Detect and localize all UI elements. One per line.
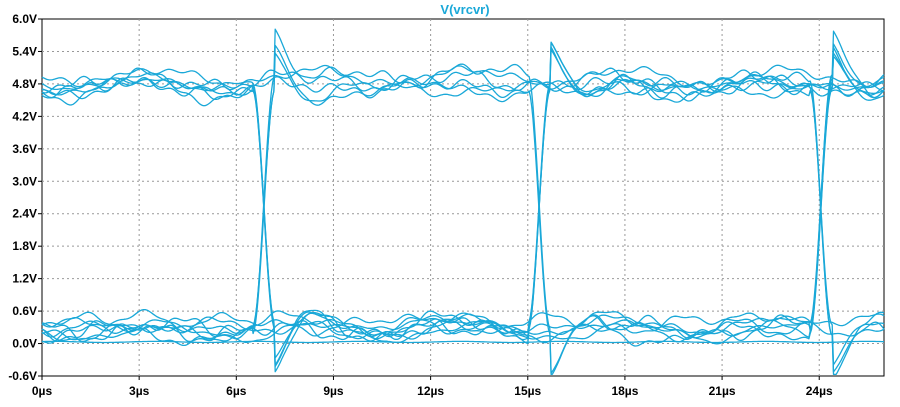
y-axis-ticks: 6.0V 5.4V 4.8V 4.2V 3.6V 3.0V 2.4V 1.8V 1.2V 0.6V… (8, 12, 42, 383)
x-tick-label: 12µs (417, 384, 444, 398)
waveform-trace (41, 44, 885, 376)
x-axis-ticks: 0µs 3µs 6µs 9µs 12µs 15µs 18µs 21µs 24µs (32, 376, 833, 398)
x-tick-label: 24µs (806, 384, 833, 398)
y-tick-label: 1.2V (12, 272, 37, 286)
y-tick-label: 0.6V (12, 304, 37, 318)
y-tick-label: 0.0V (12, 337, 37, 351)
waveform-trace (41, 43, 885, 338)
waveform-trace (41, 76, 885, 376)
x-tick-label: 15µs (514, 384, 541, 398)
y-tick-label: 6.0V (12, 12, 37, 26)
waveform-trace (41, 311, 885, 337)
waveform-trace (41, 72, 885, 359)
y-tick-label: -0.6V (8, 369, 37, 383)
x-tick-label: 6µs (226, 384, 247, 398)
y-tick-label: 4.8V (12, 77, 37, 91)
waveform-trace (41, 28, 885, 374)
y-tick-label: 4.2V (12, 109, 37, 123)
waveform-trace (41, 46, 885, 373)
y-tick-label: 2.4V (12, 207, 37, 221)
waveform-trace (41, 55, 885, 345)
y-tick-label: 1.8V (12, 239, 37, 253)
x-tick-label: 3µs (129, 384, 150, 398)
x-tick-label: 18µs (611, 384, 638, 398)
x-tick-label: 9µs (323, 384, 344, 398)
y-tick-label: 5.4V (12, 44, 37, 58)
y-tick-label: 3.6V (12, 142, 37, 156)
x-tick-label: 0µs (32, 384, 53, 398)
waveform-trace (42, 340, 884, 344)
x-tick-label: 21µs (709, 384, 736, 398)
waveform-trace (41, 41, 885, 345)
trace-layer (41, 28, 885, 376)
chart-title: V(vrcvr) (440, 2, 489, 17)
y-tick-label: 3.0V (12, 174, 37, 188)
